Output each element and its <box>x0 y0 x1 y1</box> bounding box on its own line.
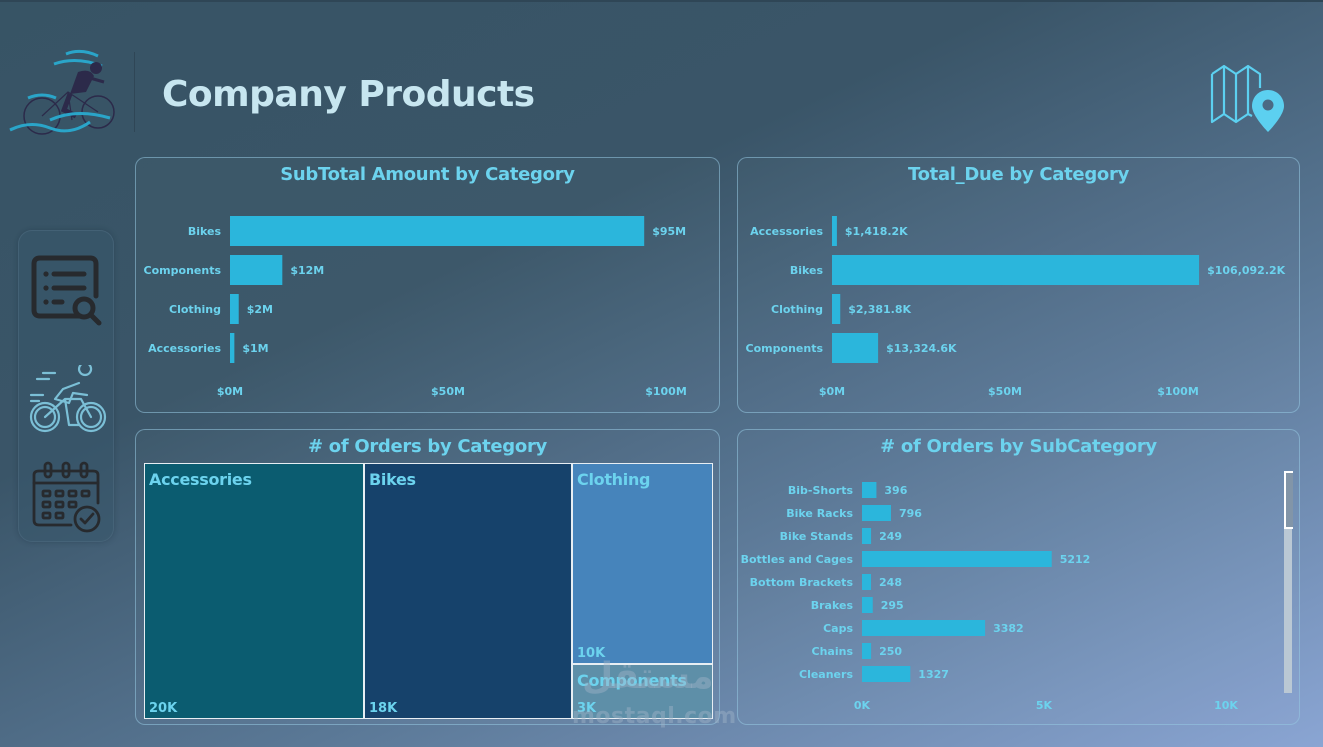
x-tick-label: 5K <box>1036 699 1053 712</box>
x-tick-label: 10K <box>1214 699 1238 712</box>
page-title: Company Products <box>162 74 535 115</box>
category-label: Accessories <box>750 225 823 238</box>
orders-subcategory-bar-chart: Bib-Shorts 396 Bike Racks 796 Bike Stands 249… <box>741 482 1238 712</box>
chart-title: # of Orders by Category <box>308 436 547 457</box>
data-label: $2M <box>247 303 273 316</box>
data-label: $95M <box>652 225 686 238</box>
data-label: $2,381.8K <box>848 303 911 316</box>
bar[interactable] <box>862 597 873 613</box>
total-due-by-category-card[interactable]: Total_Due by Category Accessories $1,418.… <box>737 157 1300 413</box>
category-label: Components <box>746 342 824 355</box>
bar[interactable] <box>862 620 986 636</box>
calendar-check-icon <box>32 461 101 533</box>
chart-title: Total_Due by Category <box>907 164 1130 185</box>
bar[interactable] <box>862 666 911 682</box>
treemap-label: Bikes <box>369 470 416 489</box>
treemap-label: Accessories <box>149 470 252 489</box>
bar[interactable] <box>230 255 283 285</box>
category-label: Bike Racks <box>786 507 853 520</box>
data-label: $1,418.2K <box>845 225 908 238</box>
x-tick-label: $100M <box>1157 385 1199 398</box>
category-label: Bottles and Cages <box>741 553 854 566</box>
bar[interactable] <box>862 505 891 521</box>
treemap-cell-bikes[interactable]: Bikes 18K <box>364 463 572 719</box>
top-strip <box>0 0 1323 2</box>
treemap-value: 20K <box>149 701 178 716</box>
data-label: 796 <box>899 507 922 520</box>
treemap-label: Components <box>577 671 687 690</box>
nav-cyclist-button[interactable] <box>25 359 109 443</box>
nav-report-button[interactable] <box>25 249 109 333</box>
bar[interactable] <box>862 482 877 498</box>
bar[interactable] <box>230 216 645 246</box>
data-label: $13,324.6K <box>886 342 957 355</box>
data-label: $1M <box>242 342 268 355</box>
orders-by-category-card[interactable]: # of Orders by Category Accessories 20K … <box>135 429 720 725</box>
treemap-cell-accessories[interactable]: Accessories 20K <box>144 463 364 719</box>
data-label: 250 <box>879 645 902 658</box>
bar[interactable] <box>832 255 1200 285</box>
bar[interactable] <box>832 294 841 324</box>
category-label: Bottom Brackets <box>750 576 854 589</box>
data-label: 396 <box>884 484 907 497</box>
category-label: Components <box>144 264 222 277</box>
chart-title: # of Orders by SubCategory <box>880 436 1157 457</box>
treemap-value: 18K <box>369 701 398 716</box>
x-tick-label: 0K <box>854 699 871 712</box>
x-tick-label: $100M <box>645 385 687 398</box>
bar[interactable] <box>230 294 239 324</box>
bar[interactable] <box>832 216 837 246</box>
bar[interactable] <box>862 551 1052 567</box>
map-pin-icon[interactable] <box>1208 62 1288 134</box>
x-tick-label: $0M <box>819 385 845 398</box>
list-search-icon <box>31 255 102 326</box>
data-label: 295 <box>881 599 904 612</box>
x-tick-label: $0M <box>217 385 243 398</box>
category-label: Clothing <box>169 303 221 316</box>
data-label: $12M <box>290 264 324 277</box>
bar[interactable] <box>862 574 872 590</box>
treemap-value: 10K <box>577 646 606 661</box>
chart-scrollbar-thumb[interactable] <box>1284 471 1293 529</box>
data-label: 248 <box>879 576 902 589</box>
treemap-cell-components[interactable]: Components 3K <box>572 664 713 719</box>
x-tick-label: $50M <box>988 385 1022 398</box>
treemap-label: Clothing <box>577 470 651 489</box>
data-label: 1327 <box>918 668 949 681</box>
x-tick-label: $50M <box>431 385 465 398</box>
bar[interactable] <box>832 333 879 363</box>
data-label: 5212 <box>1060 553 1091 566</box>
bar[interactable] <box>862 643 872 659</box>
header-divider <box>134 52 135 132</box>
category-label: Cleaners <box>799 668 853 681</box>
chart-scrollbar-track[interactable] <box>1284 473 1292 693</box>
category-label: Clothing <box>771 303 823 316</box>
category-label: Brakes <box>811 599 854 612</box>
data-label: $106,092.2K <box>1207 264 1286 277</box>
category-label: Bib-Shorts <box>788 484 854 497</box>
total-due-bar-chart: Accessories $1,418.2K Bikes $106,092.2K Clot… <box>746 216 1286 398</box>
category-label: Caps <box>823 622 853 635</box>
bar[interactable] <box>230 333 235 363</box>
data-label: 3382 <box>993 622 1024 635</box>
subtotal-bar-chart: Bikes $95M Components $12M Clothing $2M Access… <box>144 216 687 398</box>
treemap-value: 3K <box>577 701 597 716</box>
bar[interactable] <box>862 528 872 544</box>
category-label: Accessories <box>148 342 221 355</box>
side-navigation <box>18 230 114 542</box>
data-label: 249 <box>879 530 902 543</box>
category-label: Bike Stands <box>780 530 854 543</box>
nav-calendar-button[interactable] <box>25 455 109 539</box>
cyclist-logo-icon <box>9 49 115 135</box>
category-label: Chains <box>812 645 854 658</box>
treemap-cell-clothing[interactable]: Clothing 10K <box>572 463 713 664</box>
subtotal-by-category-card[interactable]: SubTotal Amount by Category Bikes $95M Com… <box>135 157 720 413</box>
category-label: Bikes <box>188 225 222 238</box>
orders-treemap: Accessories 20K Bikes 18K Clothing 10K C… <box>144 463 713 719</box>
chart-title: SubTotal Amount by Category <box>280 164 575 185</box>
category-label: Bikes <box>790 264 824 277</box>
cyclist-icon <box>29 365 107 433</box>
orders-by-subcategory-card[interactable]: # of Orders by SubCategory Bib-Shorts 396… <box>737 429 1300 725</box>
